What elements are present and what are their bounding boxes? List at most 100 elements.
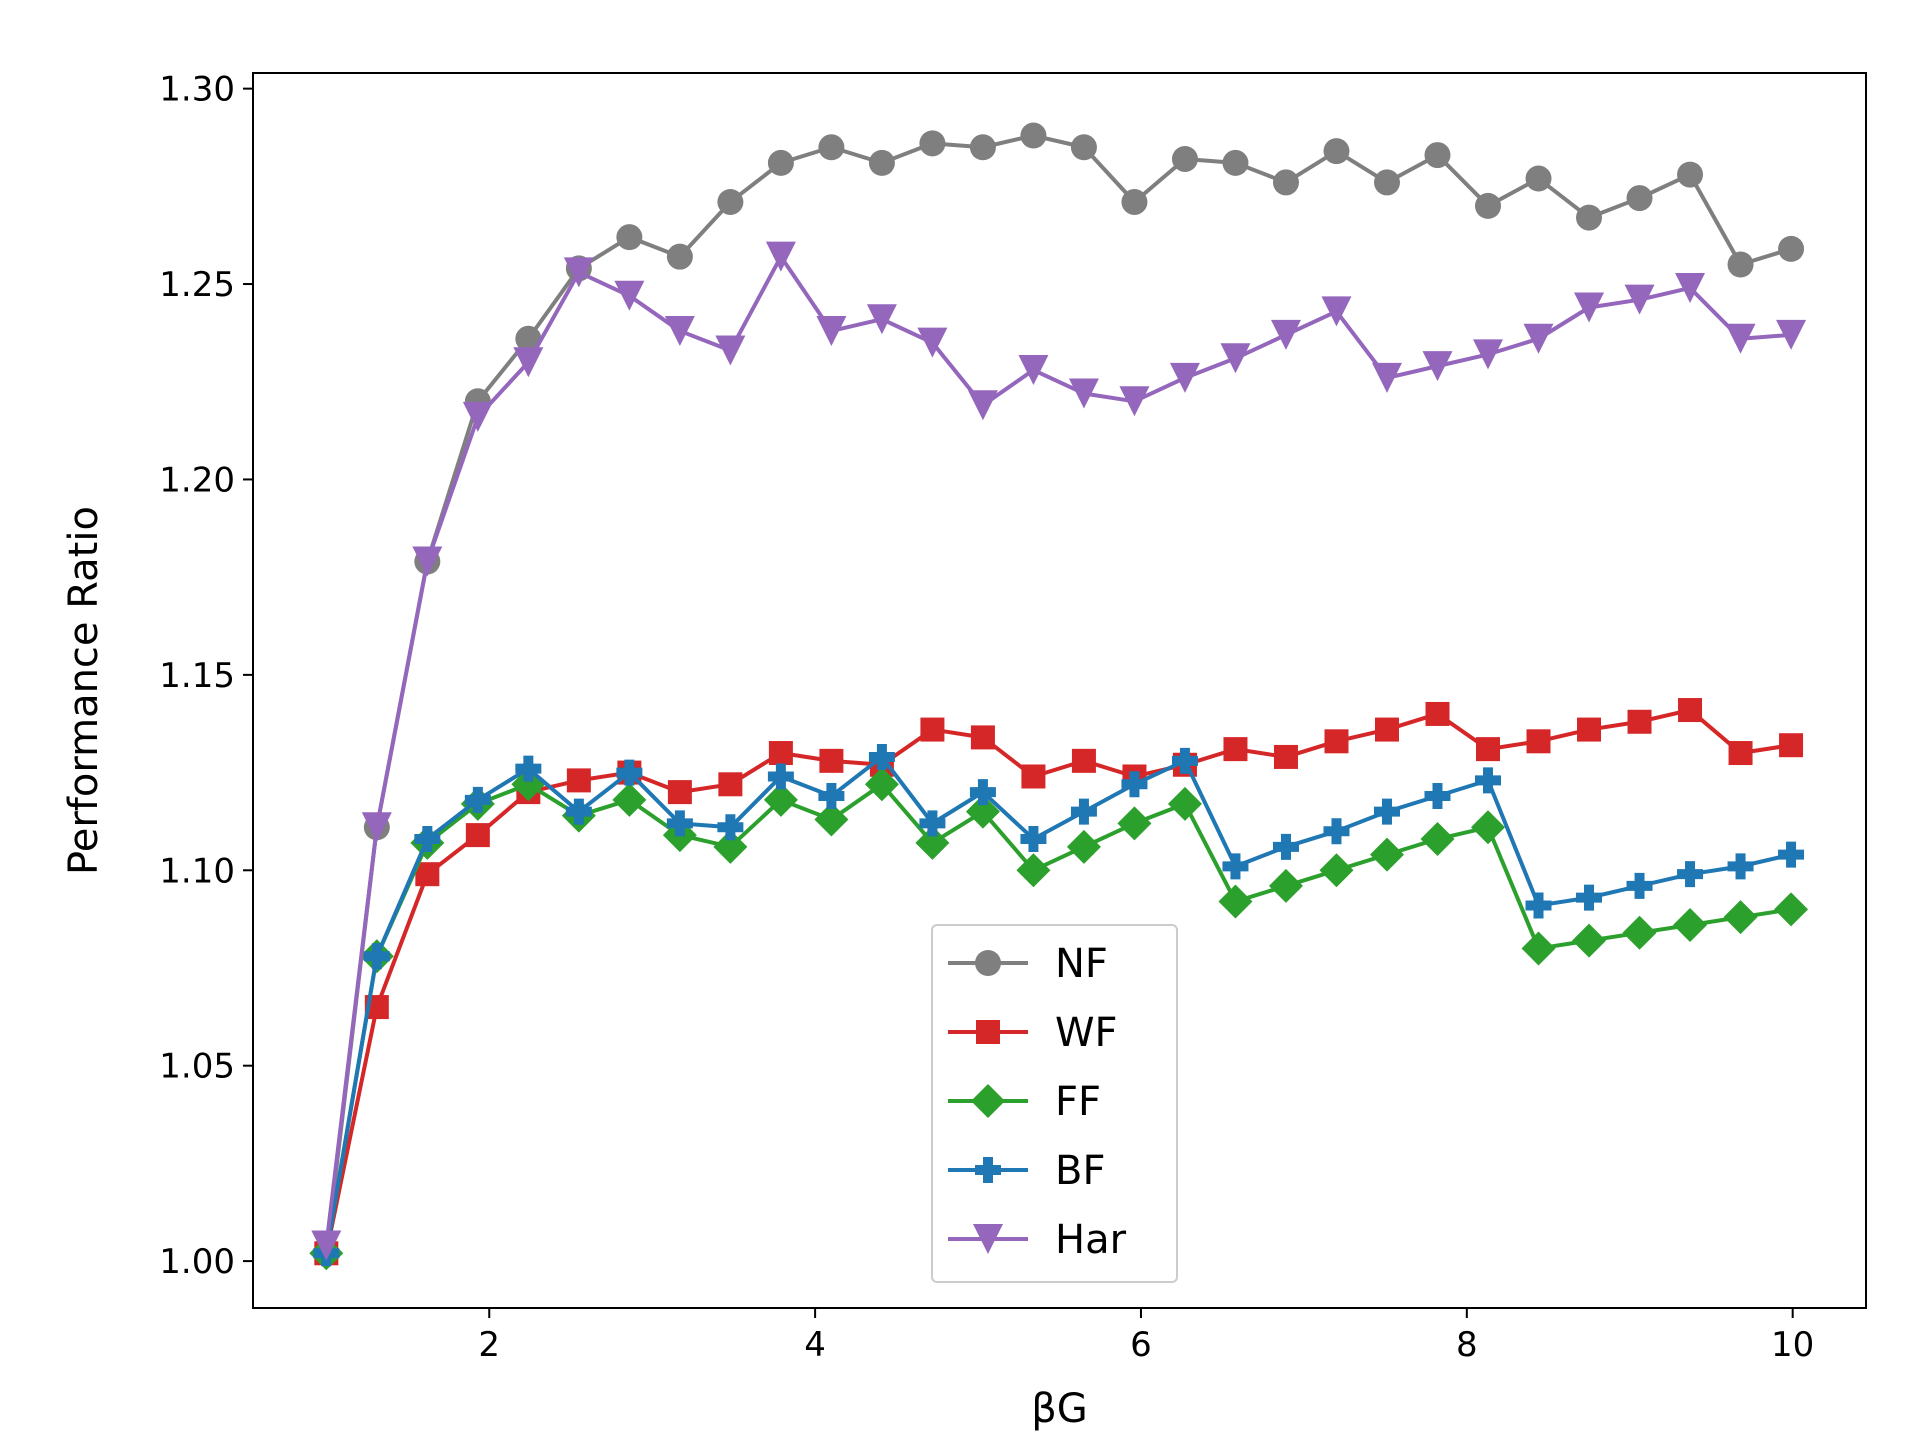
data-point-bf	[868, 743, 895, 770]
data-point-wf	[819, 748, 844, 773]
data-point-nf	[1475, 192, 1502, 219]
data-point-bf	[515, 755, 542, 782]
data-point-ff	[763, 782, 798, 817]
data-point-har	[361, 812, 392, 843]
data-point-nf	[1576, 204, 1603, 231]
data-point-har	[513, 347, 544, 378]
data-point-ff	[814, 802, 849, 837]
data-point-ff	[1117, 806, 1152, 841]
data-point-wf	[1779, 733, 1804, 758]
data-point-har	[664, 315, 695, 346]
y-tick-label: 1.15	[159, 656, 235, 696]
data-point-nf	[1222, 149, 1249, 176]
y-axis-label: Performance Ratio	[61, 506, 107, 875]
data-point-ff	[1066, 829, 1101, 864]
data-point-har	[1523, 323, 1554, 354]
data-point-ff	[1723, 900, 1758, 935]
y-tick-label: 1.05	[159, 1047, 235, 1087]
data-point-wf	[1324, 729, 1349, 754]
data-point-nf	[969, 134, 996, 161]
data-point-har	[1574, 292, 1605, 323]
x-tick-label: 2	[478, 1325, 500, 1365]
data-point-har	[1371, 362, 1402, 393]
series-bf	[313, 743, 1805, 1267]
legend-label-nf: NF	[1055, 941, 1108, 987]
data-point-bf	[1778, 841, 1805, 868]
data-point-wf	[768, 741, 793, 766]
legend-marker-wf	[976, 1020, 1000, 1044]
data-point-nf	[1424, 142, 1451, 169]
legend-marker-ff	[971, 1084, 1005, 1118]
data-point-bf	[1323, 818, 1350, 845]
data-point-bf	[1020, 826, 1047, 853]
legend-marker-har	[973, 1224, 1003, 1254]
data-point-bf	[818, 783, 845, 810]
data-point-bf	[1626, 872, 1653, 899]
data-point-bf	[919, 810, 946, 837]
axis-layer: 2 4 6 8 10 1.00 1.05 1.10 1.15 1.20 1.25 1.30	[159, 70, 1814, 1365]
data-point-har	[816, 315, 847, 346]
data-point-nf	[868, 149, 895, 176]
data-point-bf	[1171, 747, 1198, 774]
data-point-wf	[1728, 741, 1753, 766]
data-point-wf	[718, 772, 743, 797]
data-point-har	[1422, 351, 1453, 382]
x-tick-label: 4	[804, 1325, 826, 1365]
data-point-har	[412, 546, 443, 577]
data-point-wf	[1476, 737, 1501, 762]
data-point-ff	[1016, 853, 1051, 888]
y-tick-label: 1.00	[159, 1242, 235, 1282]
y-tick-label: 1.20	[159, 460, 235, 500]
data-point-bf	[1525, 892, 1552, 919]
data-point-bf	[1677, 861, 1704, 888]
data-point-wf	[415, 862, 440, 887]
data-point-har	[563, 257, 594, 288]
data-point-har	[1018, 355, 1049, 386]
data-point-har	[967, 390, 998, 421]
data-point-har	[715, 335, 746, 366]
data-point-bf	[464, 786, 491, 813]
data-point-nf	[1677, 161, 1704, 188]
data-point-nf	[919, 130, 946, 157]
data-point-bf	[717, 814, 744, 841]
data-point-har	[1776, 319, 1807, 350]
data-point-bf	[414, 826, 441, 853]
y-tick-label: 1.30	[159, 70, 235, 110]
data-point-nf	[1727, 251, 1754, 278]
data-point-wf	[970, 725, 995, 750]
data-point-wf	[1021, 764, 1046, 789]
data-point-ff	[1420, 822, 1455, 857]
data-point-har	[311, 1230, 342, 1261]
data-point-ff	[1774, 892, 1809, 927]
data-point-nf	[616, 224, 643, 251]
x-tick-label: 10	[1771, 1325, 1814, 1365]
data-point-har	[1220, 343, 1251, 374]
data-point-nf	[1020, 122, 1047, 149]
data-point-bf	[1373, 798, 1400, 825]
data-point-wf	[667, 780, 692, 805]
data-point-har	[866, 304, 897, 335]
data-point-wf	[1374, 717, 1399, 742]
data-point-ff	[1268, 868, 1303, 903]
data-point-har	[1473, 339, 1504, 370]
data-point-ff	[1167, 786, 1202, 821]
data-point-ff	[1218, 884, 1253, 919]
data-point-nf	[1778, 235, 1805, 262]
legend-marker-bf	[975, 1157, 1001, 1183]
data-point-har	[1270, 319, 1301, 350]
data-point-nf	[1121, 188, 1148, 215]
data-point-bf	[666, 810, 693, 837]
y-tick-label: 1.10	[159, 851, 235, 891]
data-point-bf	[767, 763, 794, 790]
data-point-ff	[1369, 837, 1404, 872]
data-point-har	[1675, 272, 1706, 303]
data-point-nf	[717, 188, 744, 215]
data-point-wf	[465, 823, 490, 848]
data-point-ff	[1319, 853, 1354, 888]
data-point-har	[917, 327, 948, 358]
series-layer	[309, 122, 1809, 1271]
legend-label-bf: BF	[1055, 1148, 1105, 1194]
data-point-wf	[1627, 709, 1652, 734]
data-point-har	[614, 280, 645, 311]
